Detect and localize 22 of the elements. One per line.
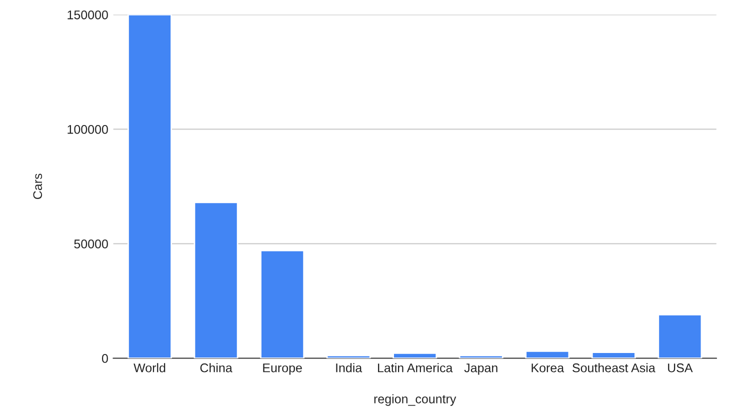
x-tick-label: Latin America [378, 363, 453, 372]
y-tick-label: 50000 [74, 240, 108, 248]
bar [260, 250, 305, 358]
x-tick-label: India [336, 363, 362, 372]
bar [591, 352, 636, 358]
x-tick-label: China [200, 363, 232, 372]
x-tick-label: Southeast Asia [572, 363, 656, 372]
bar [658, 314, 702, 358]
x-tick-label: Europe [263, 364, 302, 375]
y-tick-label: 150000 [68, 10, 108, 20]
bar [194, 202, 238, 358]
y-tick-label: 0 [102, 354, 108, 363]
x-tick-label: Korea [532, 364, 564, 372]
x-tick-label: Japan [464, 364, 498, 375]
x-tick-label: World [134, 363, 166, 372]
bar [392, 352, 438, 358]
y-tick-label: 100000 [68, 124, 108, 134]
x-axis-title: region_country [374, 394, 456, 406]
x-tick-label: USA [668, 363, 693, 372]
y-axis-title: Cars [33, 174, 42, 200]
bar [128, 14, 172, 358]
bar [525, 350, 570, 358]
